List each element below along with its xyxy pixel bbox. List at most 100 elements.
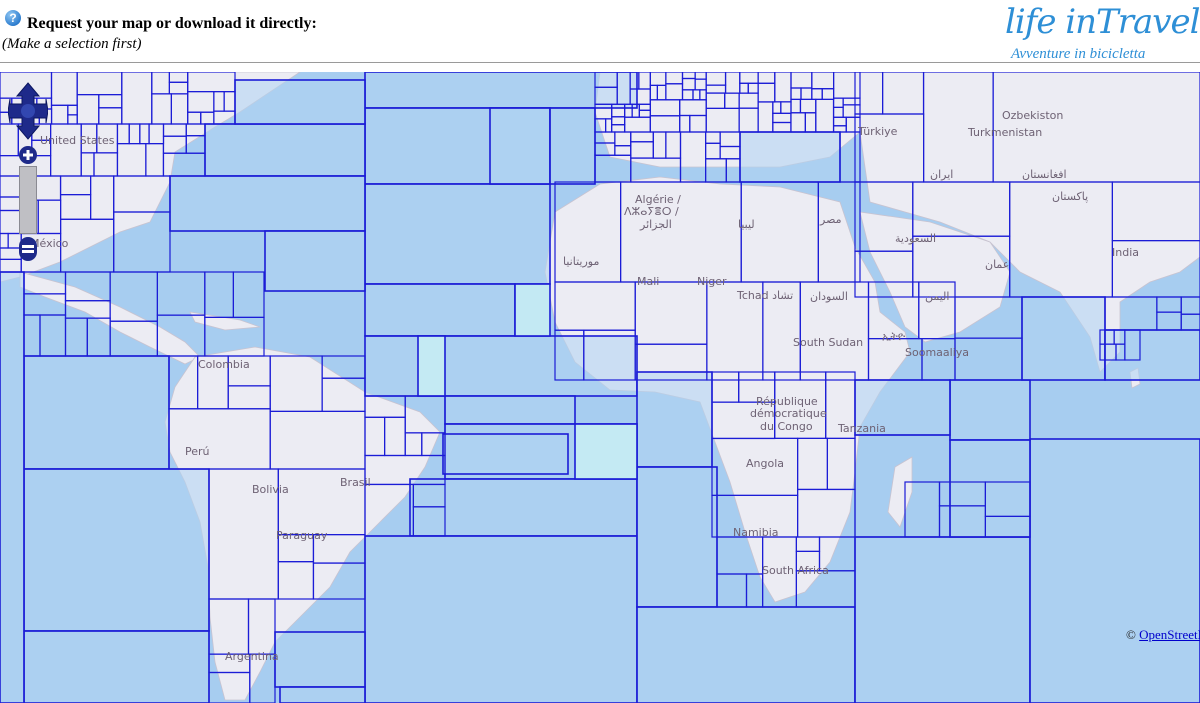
grid-tile[interactable] xyxy=(716,573,748,608)
grid-tile[interactable] xyxy=(364,416,386,457)
zoom-in-icon[interactable] xyxy=(18,145,38,165)
grid-tile[interactable] xyxy=(109,271,158,322)
grid-tile[interactable] xyxy=(594,72,618,88)
grid-tile[interactable] xyxy=(200,111,215,125)
grid-tile[interactable] xyxy=(64,300,111,319)
grid-tile[interactable] xyxy=(514,283,551,337)
grid-tile[interactable] xyxy=(50,104,69,125)
grid-tile[interactable] xyxy=(232,271,265,319)
grid-tile[interactable] xyxy=(634,343,708,381)
grid-tile[interactable] xyxy=(1111,181,1200,242)
grid-tile[interactable] xyxy=(1113,329,1126,345)
grid-tile[interactable] xyxy=(169,175,366,232)
grid-tile[interactable] xyxy=(37,199,62,235)
grid-tile[interactable] xyxy=(442,433,569,475)
grid-tile[interactable] xyxy=(705,92,726,110)
grid-tile[interactable] xyxy=(583,329,636,381)
zoom-out-icon[interactable] xyxy=(18,236,38,262)
grid-tile[interactable] xyxy=(145,142,164,177)
grid-tile[interactable] xyxy=(594,142,616,156)
grid-tile[interactable] xyxy=(949,439,1031,538)
grid-tile[interactable] xyxy=(187,111,202,125)
grid-tile[interactable] xyxy=(151,72,171,95)
grid-tile[interactable] xyxy=(185,135,206,154)
grid-tile[interactable] xyxy=(23,271,67,295)
grid-tile[interactable] xyxy=(89,175,115,220)
grid-tile[interactable] xyxy=(681,72,696,80)
grid-tile[interactable] xyxy=(80,152,95,177)
grid-tile[interactable] xyxy=(704,158,727,183)
grid-tile[interactable] xyxy=(404,432,423,457)
grid-tile[interactable] xyxy=(409,478,638,537)
grid-tile[interactable] xyxy=(904,481,941,538)
grid-tile[interactable] xyxy=(692,89,701,101)
grid-tile[interactable] xyxy=(629,88,651,105)
grid-tile[interactable] xyxy=(611,116,626,126)
grid-tile[interactable] xyxy=(747,82,759,94)
grid-tile[interactable] xyxy=(0,232,9,249)
grid-tile[interactable] xyxy=(213,91,225,112)
grid-tile[interactable] xyxy=(162,123,187,137)
grid-tile[interactable] xyxy=(821,88,835,101)
grid-tile[interactable] xyxy=(629,72,640,90)
grid-tile[interactable] xyxy=(938,505,987,538)
grid-tile[interactable] xyxy=(757,72,776,84)
grid-tile[interactable] xyxy=(665,131,682,159)
grid-tile[interactable] xyxy=(574,423,638,480)
grid-tile[interactable] xyxy=(223,91,236,112)
grid-tile[interactable] xyxy=(23,355,170,470)
grid-tile[interactable] xyxy=(790,87,802,100)
grid-tile[interactable] xyxy=(630,141,654,159)
grid-tile[interactable] xyxy=(790,72,813,89)
grid-tile[interactable] xyxy=(364,183,551,285)
grid-tile[interactable] xyxy=(148,123,165,145)
grid-tile[interactable] xyxy=(739,82,749,94)
grid-tile[interactable] xyxy=(815,98,835,133)
grid-tile[interactable] xyxy=(705,107,740,133)
grid-tile[interactable] xyxy=(227,385,271,410)
grid-tile[interactable] xyxy=(611,103,626,118)
grid-tile[interactable] xyxy=(630,131,654,143)
grid-tile[interactable] xyxy=(854,434,951,538)
grid-tile[interactable] xyxy=(59,193,92,220)
grid-tile[interactable] xyxy=(649,72,667,86)
grid-tile[interactable] xyxy=(738,92,759,109)
grid-tile[interactable] xyxy=(638,72,652,90)
grid-tile[interactable] xyxy=(614,131,632,147)
grid-tile[interactable] xyxy=(1021,296,1106,381)
grid-tile[interactable] xyxy=(652,131,667,159)
grid-tile[interactable] xyxy=(76,72,123,96)
grid-tile[interactable] xyxy=(364,283,516,337)
grid-tile[interactable] xyxy=(156,271,206,316)
grid-tile[interactable] xyxy=(187,72,236,93)
grid-tile[interactable] xyxy=(151,93,173,125)
grid-tile[interactable] xyxy=(705,72,727,86)
grid-tile[interactable] xyxy=(594,154,632,183)
grid-tile[interactable] xyxy=(694,78,707,91)
grid-tile[interactable] xyxy=(1099,329,1115,345)
grid-tile[interactable] xyxy=(23,314,41,357)
grid-tile[interactable] xyxy=(156,314,206,357)
grid-tile[interactable] xyxy=(604,118,613,133)
grid-tile[interactable] xyxy=(854,72,884,115)
grid-tile[interactable] xyxy=(984,481,1031,518)
grid-tile[interactable] xyxy=(412,483,446,508)
grid-tile[interactable] xyxy=(772,121,792,133)
grid-tile[interactable] xyxy=(187,91,215,113)
map-canvas[interactable]: United States México Colombia Perú Boliv… xyxy=(0,72,1200,703)
grid-tile[interactable] xyxy=(832,116,847,127)
grid-tile[interactable] xyxy=(49,123,82,177)
grid-tile[interactable] xyxy=(23,468,210,632)
grid-tile[interactable] xyxy=(321,377,366,413)
grid-tile[interactable] xyxy=(1124,329,1141,361)
grid-tile[interactable] xyxy=(699,89,707,101)
grid-tile[interactable] xyxy=(800,87,813,100)
grid-tile[interactable] xyxy=(39,314,67,357)
grid-tile[interactable] xyxy=(113,211,171,273)
grid-tile[interactable] xyxy=(113,175,171,213)
grid-tile[interactable] xyxy=(954,296,1023,339)
grid-tile[interactable] xyxy=(116,142,147,177)
grid-tile[interactable] xyxy=(417,335,446,397)
grid-tile[interactable] xyxy=(757,101,774,133)
grid-tile[interactable] xyxy=(168,72,189,83)
